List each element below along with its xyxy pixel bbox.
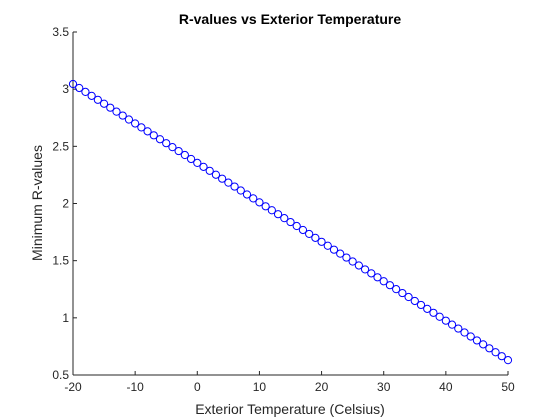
data-point [354,261,363,270]
data-point [305,229,314,239]
data-point [131,119,140,128]
x-tick-label: 50 [501,380,515,394]
data-point [410,296,419,306]
data-point [199,162,208,171]
data-point [317,237,326,246]
data-point [118,111,127,120]
data-point [236,186,245,195]
data-point [423,304,432,313]
data-point [416,300,426,310]
x-tick-label: 0 [194,380,201,394]
data-point [292,221,301,231]
chart-title: R-values vs Exterior Temperature [179,11,401,27]
data-point [68,79,78,89]
data-point [230,182,239,191]
data-point [367,269,376,278]
data-point [466,332,475,341]
data-point [286,217,295,227]
data-point [348,257,357,266]
x-tick-label: -20 [64,380,82,394]
y-tick-label: 2 [62,197,69,211]
data-point [155,135,165,144]
data-point [323,241,332,250]
x-tick-label: 40 [439,380,453,394]
data-point [242,190,252,199]
data-points [68,79,513,365]
data-point [404,292,413,302]
data-point [255,198,264,207]
y-tick-label: 2.5 [52,139,69,153]
data-point [329,245,339,254]
data-point [93,95,102,104]
data-point [143,127,152,136]
data-point [447,320,457,329]
data-point [249,194,258,203]
data-point [180,150,189,160]
data-point [491,348,500,357]
y-tick-label: 0.5 [52,368,69,382]
data-point [112,107,121,116]
data-point [162,139,171,148]
data-point [311,233,320,242]
data-point [124,115,134,124]
data-point [460,328,469,337]
data-point [149,131,158,140]
data-point [360,265,370,274]
data-point [87,91,96,100]
y-axis-label: Minimum R-values [29,145,45,261]
data-point [186,154,196,164]
y-tick-label: 3.5 [52,25,69,39]
data-point [137,123,146,132]
data-point [168,143,177,152]
y-tick-label: 1 [62,311,69,325]
data-point [336,249,345,258]
x-tick-label: 30 [377,380,391,394]
data-point [342,253,351,262]
data-point [81,87,90,97]
data-point [479,340,488,349]
data-point [454,324,463,333]
data-point [174,146,183,156]
data-point [224,178,233,187]
data-point [75,83,84,93]
y-tick-label: 3 [62,82,69,96]
data-point [273,210,283,219]
data-point [298,225,308,235]
x-axis-label: Exterior Temperature (Celsius) [195,401,385,417]
x-tick-label: 10 [253,380,267,394]
data-point [435,312,444,321]
data-point [472,336,482,345]
data-point [373,273,382,282]
data-point [392,285,401,294]
data-point [485,344,494,353]
data-point [193,158,202,168]
data-point [441,316,450,325]
data-point [429,308,438,317]
axes: -20 -10 0 10 20 30 40 50 0.5 1 1.5 2 2.5 3 3.5 [52,25,515,394]
x-tick-label: -10 [126,380,144,394]
data-point [497,352,506,361]
data-point [106,103,115,112]
x-tick-label: 20 [315,380,329,394]
y-tick-label: 1.5 [52,254,69,268]
data-point [205,166,214,175]
data-point [261,202,270,211]
data-point [503,356,513,365]
data-point [385,281,395,290]
data-point [99,99,109,108]
data-point [280,214,289,223]
data-point [218,174,227,183]
data-point [398,288,407,298]
data-point [267,206,276,215]
data-point [379,277,388,286]
data-point [211,170,221,179]
